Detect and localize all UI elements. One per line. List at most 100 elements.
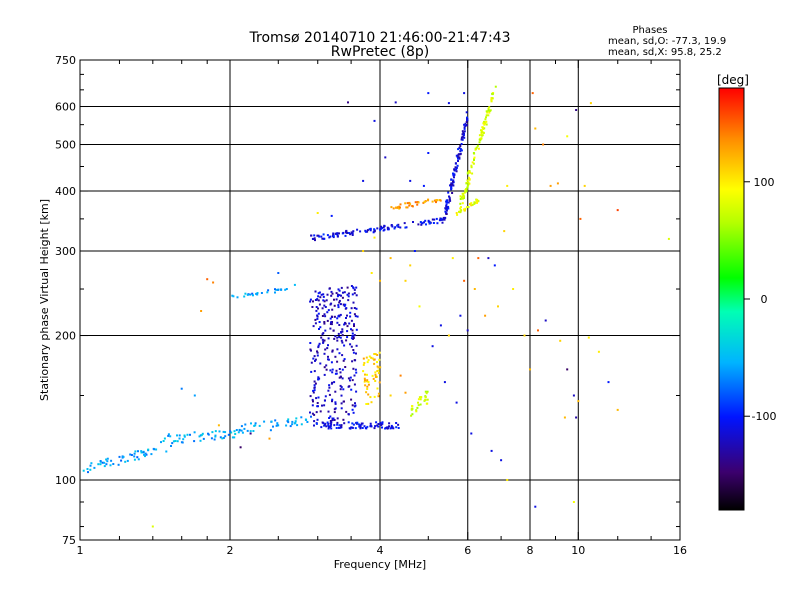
trace-8-point-101 [420,223,423,226]
trace-3-point-62 [349,379,351,382]
trace-3-point-212 [356,315,359,318]
trace-9-point-49 [445,199,448,202]
trace-2-point-25 [276,422,279,425]
trace-3-point-20 [353,323,355,326]
trace-9-point-97 [444,207,447,210]
trace-3-point-179 [315,397,318,400]
trace-3-point-131 [351,293,354,296]
trace-3-point-12 [353,307,356,309]
trace-3-point-268 [310,361,313,364]
trace-1-point-4 [233,436,236,439]
trace-3-point-66 [311,404,314,407]
trace-3-point-255 [353,405,356,408]
chart-title: Tromsø 20140710 21:46:00-21:47:43 [249,30,511,46]
trace-8-point-27 [368,228,371,231]
trace-3-point-279 [341,334,344,337]
trace-9-point-25 [450,185,453,188]
trace-3-point-130 [351,332,354,335]
trace-3-point-96 [340,339,343,342]
trace-9-point-28 [461,138,464,141]
trace-8-point-118 [318,235,321,238]
trace-11-point-19 [470,164,473,167]
trace-3-point-164 [313,420,316,423]
trace-11-point-12 [468,182,471,185]
trace-12-point-17 [477,199,480,202]
trace-12-point-24 [467,206,470,209]
trace-9-point-51 [445,209,448,212]
trace-9-point-72 [465,111,468,114]
scatter-point-41 [534,505,537,508]
trace-3-point-116 [323,322,326,325]
trace-2-point-38 [250,422,252,425]
trace-3-point-174 [348,385,351,388]
trace-0-point-28 [117,463,120,466]
trace-3-point-243 [316,402,319,404]
trace-3-point-218 [317,376,320,379]
trace-6-point-11 [419,398,422,401]
trace-12-point-27 [455,212,458,214]
trace-8-point-110 [344,231,347,234]
trace-10-point-5 [433,199,436,202]
trace-9-point-31 [450,182,453,185]
trace-3-point-157 [352,301,355,304]
trace-4-point-67 [388,422,391,425]
trace-1-point-29 [167,433,170,436]
trace-3-point-252 [339,376,342,379]
trace-2-point-4 [295,417,298,420]
x-tick-label-6: 16 [673,544,687,557]
trace-8-point-108 [380,225,382,228]
trace-1-point-35 [207,432,209,435]
trace-10-point-19 [392,207,395,210]
trace-3-point-227 [328,384,331,387]
trace-4-point-50 [359,427,362,430]
scatter-point-12 [566,135,569,138]
trace-5-point-11 [365,403,368,405]
trace-3-point-136 [322,293,325,296]
trace-12-point-29 [459,211,462,214]
trace-11-point-86 [483,120,485,123]
trace-1-point-12 [163,437,166,440]
trace-7-point-3 [236,296,239,299]
trace-8-point-90 [372,231,375,234]
trace-8-point-105 [336,232,339,235]
trace-9-point-96 [450,183,452,186]
trace-8-point-88 [344,234,347,237]
trace-8-point-26 [397,223,400,226]
trace-4-point-27 [327,427,330,430]
trace-11-point-92 [466,172,469,175]
trace-12-point-3 [476,201,478,204]
trace-4-point-38 [355,422,358,425]
trace-3-point-106 [340,294,342,297]
scatter-point-43 [470,432,473,435]
trace-9-point-62 [465,121,468,123]
trace-1-point-36 [180,441,183,444]
trace-3-point-64 [337,332,340,335]
trace-3-point-220 [330,361,333,364]
trace-11-point-46 [463,197,465,199]
trace-1-point-44 [230,431,233,434]
trace-5-point-41 [367,381,370,383]
trace-3-point-102 [346,330,349,333]
trace-2-point-15 [294,421,297,424]
trace-8-point-89 [323,237,326,240]
trace-11-point-43 [483,127,486,130]
trace-8-point-22 [320,235,323,238]
trace-3-point-290 [333,381,336,384]
trace-8-point-37 [366,230,369,233]
trace-3-point-68 [309,395,312,398]
trace-3-point-269 [316,317,319,320]
trace-3-point-271 [343,291,346,294]
trace-2-point-17 [229,430,232,433]
trace-3-point-210 [330,321,332,324]
trace-11-point-78 [459,195,462,198]
scatter-point-81 [293,283,296,286]
trace-5-point-10 [369,396,372,399]
trace-3-point-140 [353,325,355,327]
trace-2-point-7 [249,430,252,433]
trace-0-point-42 [99,460,102,462]
trace-5-point-0 [367,359,370,362]
trace-5-point-22 [366,361,369,364]
trace-3-point-69 [314,358,317,361]
trace-3-point-1 [354,315,357,318]
trace-4-point-14 [335,427,338,429]
